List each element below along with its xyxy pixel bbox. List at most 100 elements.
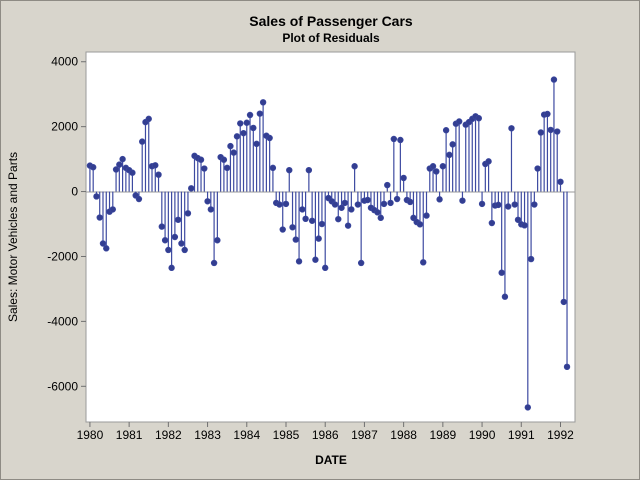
data-point bbox=[116, 161, 123, 168]
data-point bbox=[135, 195, 143, 203]
data-point bbox=[544, 110, 551, 118]
data-point bbox=[563, 363, 571, 371]
data-point bbox=[312, 256, 319, 263]
data-point bbox=[400, 174, 407, 182]
data-point bbox=[508, 125, 515, 132]
data-point bbox=[155, 171, 162, 178]
data-point bbox=[338, 204, 345, 211]
data-point bbox=[527, 255, 535, 263]
data-point bbox=[243, 119, 250, 126]
data-point bbox=[165, 246, 172, 254]
data-point bbox=[354, 201, 362, 208]
data-point bbox=[145, 115, 152, 123]
data-point bbox=[109, 206, 116, 213]
data-point bbox=[282, 200, 290, 208]
x-tick-label: 1991 bbox=[508, 428, 535, 442]
data-point bbox=[449, 141, 456, 148]
y-tick-label: 0 bbox=[71, 185, 78, 199]
data-point bbox=[93, 193, 100, 200]
data-point bbox=[308, 217, 316, 224]
data-point bbox=[442, 127, 450, 134]
data-point bbox=[436, 196, 443, 203]
data-point bbox=[498, 269, 505, 276]
data-point bbox=[174, 216, 182, 223]
data-point bbox=[240, 129, 247, 137]
data-point bbox=[96, 214, 103, 221]
x-axis-title: DATE bbox=[315, 453, 347, 467]
data-point bbox=[387, 199, 394, 207]
data-point bbox=[178, 240, 185, 247]
data-point bbox=[420, 259, 427, 266]
data-point bbox=[488, 219, 496, 227]
data-point bbox=[521, 222, 528, 229]
data-point bbox=[416, 221, 424, 228]
data-point bbox=[439, 163, 447, 170]
data-point bbox=[315, 235, 322, 242]
x-tick-label: 1992 bbox=[547, 428, 574, 442]
chart-title: Sales of Passenger Cars bbox=[249, 13, 413, 29]
data-point bbox=[446, 151, 453, 159]
data-point bbox=[505, 203, 512, 210]
x-tick-label: 1983 bbox=[194, 428, 221, 442]
data-point bbox=[204, 198, 211, 205]
x-tick-label: 1990 bbox=[469, 428, 496, 442]
data-point bbox=[478, 200, 486, 208]
data-point bbox=[289, 224, 296, 231]
x-tick-label: 1989 bbox=[429, 428, 456, 442]
data-point bbox=[256, 110, 264, 117]
data-point bbox=[511, 201, 518, 208]
data-point bbox=[335, 215, 342, 223]
data-point bbox=[227, 142, 234, 150]
data-point bbox=[318, 220, 326, 228]
x-axis: 1980 1981 1982 1983 1984 1985 1986 1987 1988 1989… bbox=[77, 422, 574, 442]
data-point bbox=[364, 196, 371, 204]
data-point bbox=[560, 298, 567, 306]
data-point bbox=[485, 158, 492, 165]
y-tick-label: -2000 bbox=[47, 249, 78, 263]
data-point bbox=[214, 237, 221, 244]
data-point bbox=[429, 163, 437, 170]
data-point bbox=[210, 259, 218, 267]
data-point bbox=[279, 226, 286, 233]
data-point bbox=[433, 168, 440, 175]
data-point bbox=[348, 206, 355, 213]
data-point bbox=[259, 99, 267, 106]
data-point bbox=[129, 169, 136, 176]
data-point bbox=[554, 128, 561, 135]
data-point bbox=[344, 222, 352, 229]
data-point bbox=[158, 223, 166, 230]
data-point bbox=[537, 129, 545, 136]
data-point bbox=[305, 166, 313, 174]
data-point bbox=[531, 201, 538, 208]
data-point bbox=[557, 178, 564, 186]
data-point bbox=[103, 245, 110, 252]
x-tick-label: 1985 bbox=[273, 428, 300, 442]
data-point bbox=[351, 163, 358, 170]
data-point bbox=[302, 215, 309, 223]
data-point bbox=[397, 136, 404, 144]
data-point bbox=[253, 140, 260, 148]
x-tick-label: 1982 bbox=[155, 428, 182, 442]
data-point bbox=[501, 293, 509, 300]
x-tick-label: 1984 bbox=[233, 428, 260, 442]
data-point bbox=[152, 162, 159, 169]
data-point bbox=[220, 156, 228, 163]
data-point bbox=[230, 149, 237, 156]
y-tick-label: -4000 bbox=[47, 314, 78, 328]
data-point bbox=[341, 199, 349, 207]
data-point bbox=[171, 233, 179, 241]
data-point bbox=[119, 155, 126, 163]
data-point bbox=[455, 118, 463, 125]
data-point bbox=[161, 237, 169, 244]
data-point bbox=[223, 164, 231, 172]
y-tick-label: -6000 bbox=[47, 379, 78, 393]
plot-frame bbox=[85, 51, 576, 423]
data-point bbox=[233, 133, 241, 140]
stem-series bbox=[86, 76, 571, 411]
data-point bbox=[197, 156, 205, 163]
data-point bbox=[292, 236, 299, 243]
data-point bbox=[550, 76, 558, 83]
data-point bbox=[250, 124, 257, 132]
data-point bbox=[384, 181, 391, 189]
chart-subtitle: Plot of Residuals bbox=[282, 31, 380, 45]
